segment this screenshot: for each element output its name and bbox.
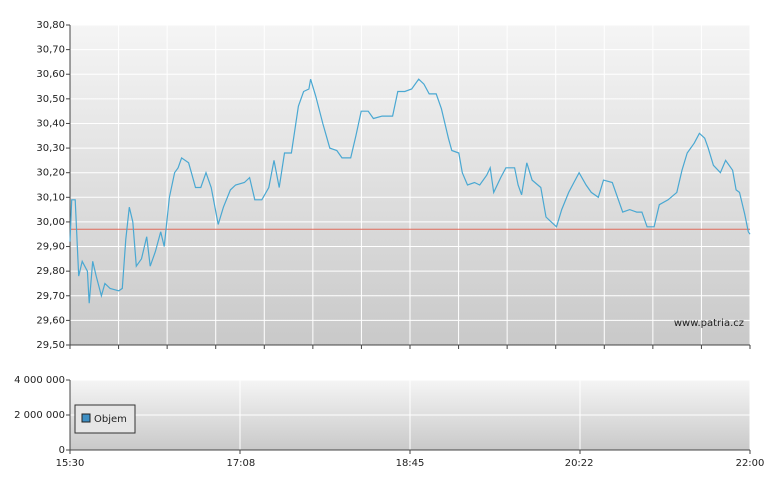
y-tick-label: 29,80 — [36, 266, 65, 277]
price-line — [69, 78, 751, 304]
legend-swatch — [81, 413, 91, 423]
legend: Objem — [74, 404, 136, 434]
y-tick-label: 4 000 000 — [14, 375, 65, 386]
y-tick-label: 30,30 — [36, 143, 65, 154]
x-tick-label: 15:30 — [56, 458, 85, 469]
y-tick-label: 30,60 — [36, 69, 65, 80]
y-tick-label: 29,60 — [36, 315, 65, 326]
y-tick-label: 29,90 — [36, 242, 65, 253]
y-tick-label: 0 — [59, 445, 65, 456]
y-tick-label: 29,70 — [36, 291, 65, 302]
y-tick-label: 30,00 — [36, 217, 65, 228]
y-tick-label: 30,80 — [36, 20, 65, 31]
y-tick-label: 30,40 — [36, 118, 65, 129]
y-tick-label: 29,50 — [36, 340, 65, 351]
y-tick-label: 30,10 — [36, 192, 65, 203]
x-tick-label: 17:08 — [226, 458, 255, 469]
legend-label: Objem — [94, 414, 127, 425]
y-tick-label: 30,70 — [36, 45, 65, 56]
x-tick-label: 20:22 — [565, 458, 594, 469]
y-tick-label: 2 000 000 — [14, 410, 65, 421]
y-tick-label: 30,50 — [36, 94, 65, 105]
watermark: www.patria.cz — [674, 318, 744, 329]
y-tick-label: 30,20 — [36, 168, 65, 179]
x-tick-label: 22:00 — [736, 458, 765, 469]
x-tick-label: 18:45 — [396, 458, 425, 469]
